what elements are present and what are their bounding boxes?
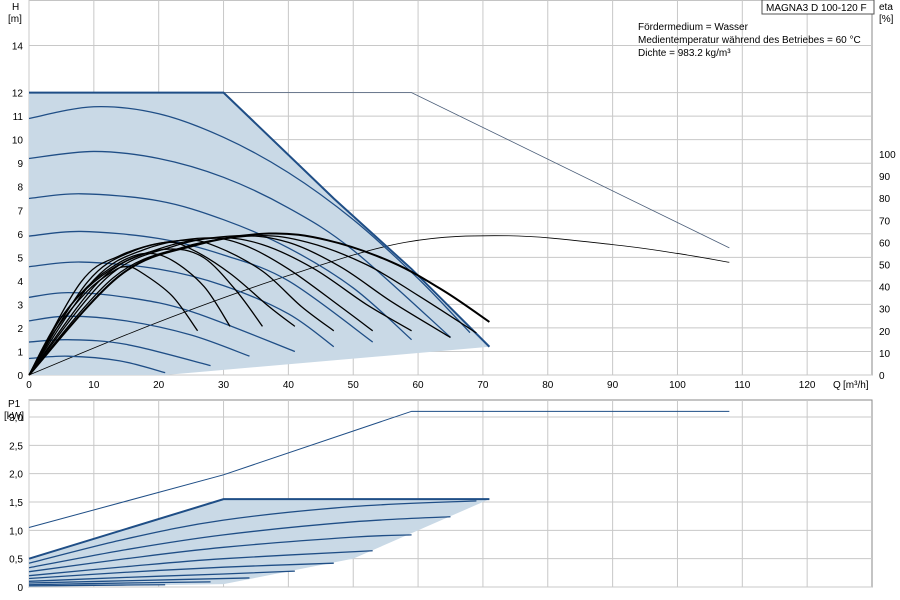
power-curve-2 xyxy=(28,516,451,569)
reference-head-line xyxy=(223,92,730,249)
eta-y-unit: [%] xyxy=(879,14,894,25)
power-reference-line xyxy=(28,410,730,528)
head-tick-12: 12 xyxy=(12,89,24,100)
flow-tick-110: 110 xyxy=(734,380,750,391)
power-y-label: P1 xyxy=(8,399,21,410)
power-tick-6: 3,0 xyxy=(9,413,23,424)
head-chart-panel: 0 10 20 30 40 50 60 70 80 90 100 110 120012345678910… xyxy=(8,0,896,391)
power-curves xyxy=(28,498,490,587)
eta-tick-40: 40 xyxy=(879,283,891,294)
model-label: MAGNA3 D 100-120 F xyxy=(766,3,867,14)
power-curve-0 xyxy=(28,498,490,560)
head-curve-7 xyxy=(28,315,250,357)
medium-info-line-3: Dichte = 983.2 kg/m³ xyxy=(638,48,731,59)
flow-tick-20: 20 xyxy=(153,380,165,391)
power-tick-labels: 0 0,5 1,0 1,5 2,0 2,5 3,0 xyxy=(9,413,23,594)
model-label-box xyxy=(761,0,875,15)
flow-tick-50: 50 xyxy=(348,380,360,391)
eta-y-label: eta xyxy=(879,2,893,13)
head-tick-2: 2 xyxy=(17,324,23,335)
head-tick-11: 11 xyxy=(13,112,24,123)
head-tick-5: 5 xyxy=(17,253,23,264)
flow-tick-30: 30 xyxy=(218,380,230,391)
power-y-unit: [kW] xyxy=(4,411,24,422)
head-tick-4: 4 xyxy=(17,277,23,288)
eta-tick-90: 90 xyxy=(879,172,891,183)
head-tick-3: 3 xyxy=(17,300,23,311)
power-curve-5 xyxy=(28,562,334,580)
head-tick-7: 7 xyxy=(17,206,23,217)
power-tick-4: 2,0 xyxy=(9,470,23,481)
eta-curve-9 xyxy=(28,248,263,376)
head-curves xyxy=(28,91,491,374)
flow-tick-60: 60 xyxy=(413,380,425,391)
head-tick-14: 14 xyxy=(12,42,24,53)
head-reference-lines xyxy=(28,92,730,376)
power-tick-2: 1,0 xyxy=(9,526,23,537)
power-curve-4 xyxy=(28,550,373,577)
power-curve-8 xyxy=(28,581,211,586)
head-tick-0: 0 xyxy=(17,371,23,382)
power-tick-0: 0 xyxy=(17,583,23,594)
head-tick-labels: 0 10 20 30 40 50 60 70 80 90 100 110 120012345678910… xyxy=(12,42,896,391)
head-curve-4 xyxy=(28,230,374,343)
head-curve-2 xyxy=(28,150,451,338)
eta-tick-20: 20 xyxy=(879,327,891,338)
power-curve-6 xyxy=(28,570,295,582)
eta-curve-0 xyxy=(28,241,296,376)
reference-eta-line xyxy=(28,235,730,376)
eta-tick-80: 80 xyxy=(879,194,891,205)
power-curve-7 xyxy=(28,577,250,584)
flow-x-unit: [m³/h] xyxy=(843,380,869,391)
flow-tick-100: 100 xyxy=(669,380,686,391)
flow-tick-0: 0 xyxy=(26,380,32,391)
eta-tick-70: 70 xyxy=(879,216,891,227)
eta-tick-30: 30 xyxy=(879,305,891,316)
eta-curve-5 xyxy=(28,234,477,376)
power-tick-1: 0,5 xyxy=(9,555,23,566)
efficiency-curves xyxy=(28,232,490,376)
head-tick-8: 8 xyxy=(17,183,23,194)
power-curve-3 xyxy=(28,534,412,573)
head-y-label: H xyxy=(12,2,19,13)
eta-tick-0: 0 xyxy=(879,371,885,382)
head-y-unit: [m] xyxy=(8,14,22,25)
head-curve-3 xyxy=(28,193,413,341)
power-tick-5: 2,5 xyxy=(9,441,23,452)
flow-tick-120: 120 xyxy=(799,380,816,391)
eta-tick-10: 10 xyxy=(879,349,891,360)
head-grid xyxy=(28,0,872,376)
flow-tick-80: 80 xyxy=(542,380,554,391)
eta-tick-50: 50 xyxy=(879,261,891,272)
flow-tick-10: 10 xyxy=(88,380,100,391)
medium-info-line-2: Medientemperatur während des Betriebes =… xyxy=(638,35,861,46)
power-tick-3: 1,5 xyxy=(9,498,23,509)
flow-tick-90: 90 xyxy=(607,380,619,391)
head-curve-0 xyxy=(29,91,491,348)
flow-tick-40: 40 xyxy=(283,380,295,391)
flow-x-label: Q xyxy=(833,380,841,391)
power-curve-9 xyxy=(28,584,166,587)
head-tick-10: 10 xyxy=(12,136,24,147)
flow-tick-70: 70 xyxy=(477,380,489,391)
eta-tick-60: 60 xyxy=(879,238,891,249)
eta-curve-7 xyxy=(28,266,199,376)
head-tick-6: 6 xyxy=(17,230,23,241)
power-chart-panel: 0 0,5 1,0 1,5 2,0 2,5 3,0 P1 [kW] xyxy=(4,399,873,594)
eta-tick-100: 100 xyxy=(879,150,896,161)
head-tick-1: 1 xyxy=(17,347,23,358)
power-curve-1 xyxy=(28,500,477,564)
eta-curve-6 xyxy=(28,232,490,376)
reference-power-line xyxy=(28,410,730,528)
head-tick-9: 9 xyxy=(17,159,23,170)
medium-info-line-1: Fördermedium = Wasser xyxy=(638,22,749,33)
head-curve-6 xyxy=(28,291,296,353)
head-curve-5 xyxy=(28,261,335,348)
